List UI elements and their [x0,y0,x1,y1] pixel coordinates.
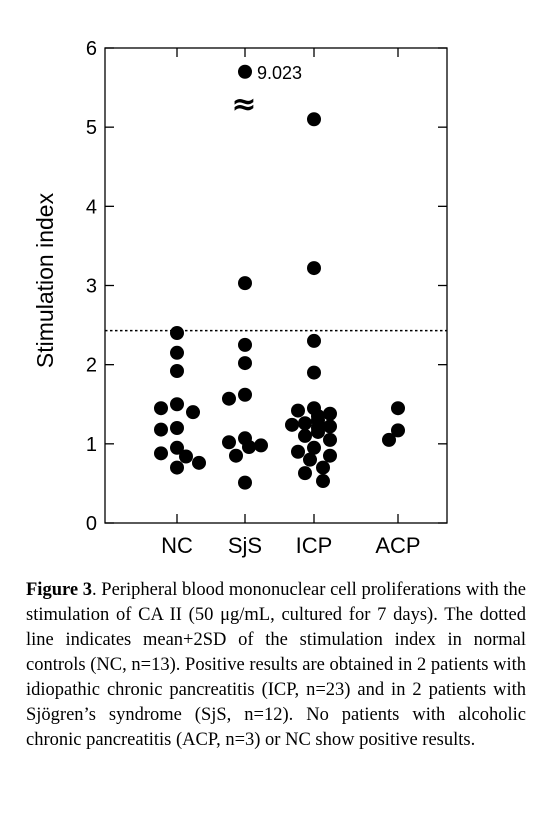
caption-label: Figure 3 [26,580,92,600]
x-category-label: ICP [296,533,333,558]
axis-break-symbol: ≈ [231,87,256,122]
data-point [291,444,305,459]
data-point [222,391,236,406]
x-category-label: SjS [228,533,262,558]
data-point [323,419,337,434]
data-point [186,405,200,420]
data-point [170,460,184,475]
data-point [307,440,321,455]
data-point [323,432,337,447]
data-point [307,333,321,348]
y-tick-label: 6 [86,38,97,60]
data-point [179,449,193,464]
data-point [170,397,184,412]
data-point [170,440,184,455]
data-point [316,474,330,489]
x-category-label: NC [161,533,193,558]
data-point [307,365,321,380]
data-point [222,435,236,450]
y-tick-label: 4 [86,196,97,218]
data-point [285,417,299,432]
data-point [307,112,321,127]
y-tick-label: 2 [86,355,97,377]
data-point [238,276,252,291]
data-point [391,423,405,438]
data-point [307,261,321,276]
data-point [254,438,268,453]
data-point [323,448,337,463]
data-point [238,387,252,402]
y-tick-label: 3 [86,276,97,298]
data-point [170,421,184,435]
y-tick-label: 5 [86,117,97,139]
scatter-chart: 0 1 2 3 4 5 6 NC SjS ICP ACP 9.023≈ Stimulation in… [32,38,448,558]
data-point [192,455,206,470]
data-point [238,64,252,79]
data-point [170,326,184,340]
data-point [170,345,184,360]
data-point [154,446,168,461]
data-point [391,401,405,416]
data-point [229,448,243,463]
data-point [382,432,396,447]
data-point [154,401,168,416]
data-point [242,440,256,454]
data-point [238,337,252,352]
data-point [298,428,312,443]
y-tick-label: 1 [86,434,97,456]
chart-marks: 9.023≈ [105,63,447,490]
chart-axes: 0 1 2 3 4 5 6 NC SjS ICP ACP [86,38,448,558]
data-point [238,475,252,490]
figure-caption: Figure 3. Peripheral blood mononuclear c… [26,578,526,753]
y-tick-label: 0 [86,513,97,535]
data-point [154,422,168,437]
data-point [238,356,252,371]
data-point [323,406,337,421]
data-point [298,466,312,481]
caption-text: . Peripheral blood mononuclear cell prol… [26,580,526,750]
data-point [170,364,184,378]
data-point [316,460,330,475]
data-point [303,452,317,467]
y-axis-label: Stimulation index [32,192,58,368]
data-point [298,416,312,431]
data-point [311,424,325,439]
annotation-label: 9.023 [257,63,302,83]
data-point [291,403,305,418]
x-category-label: ACP [375,533,420,558]
